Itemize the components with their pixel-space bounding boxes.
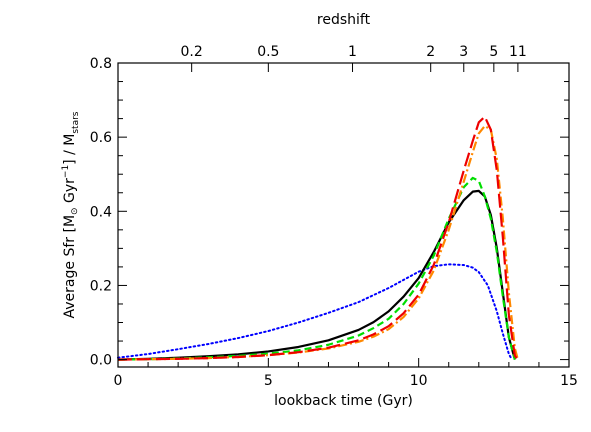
y-tick-label: 0.8 — [90, 56, 112, 72]
series-line-solid — [117, 189, 516, 361]
y-axis-label: Average Sfr [M⊙ Gyr−1] / Mstars — [61, 111, 81, 318]
x-axis-label: lookback time (Gyr) — [274, 393, 413, 409]
series-line-dotted — [117, 263, 513, 361]
series-layer — [117, 115, 519, 361]
ticks-layer — [117, 62, 570, 367]
y-tick-label: 0.4 — [90, 204, 112, 220]
plot-frame — [117, 62, 570, 368]
x-tick-label: 0 — [114, 373, 123, 389]
y-tick-label: 0.6 — [90, 130, 112, 146]
top-axis-label: redshift — [317, 12, 371, 28]
top-tick-label: 1 — [348, 44, 357, 60]
top-tick-label: 0.2 — [181, 44, 203, 60]
top-tick-label: 3 — [459, 44, 468, 60]
y-tick-label: 0.2 — [90, 278, 112, 294]
top-tick-label: 11 — [509, 44, 527, 60]
top-tick-label: 2 — [426, 44, 435, 60]
x-tick-label: 15 — [560, 373, 578, 389]
y-label-exponent: −1 — [61, 165, 71, 178]
top-tick-label: 0.5 — [257, 44, 279, 60]
y-tick-label: 0.0 — [90, 353, 112, 369]
x-tick-label: 10 — [410, 373, 428, 389]
series-line-dashed — [117, 176, 516, 361]
y-label-units: Gyr — [62, 178, 78, 208]
series-line-dash-dot — [117, 124, 519, 361]
sun-symbol: ⊙ — [70, 207, 80, 215]
top-tick-label: 5 — [489, 44, 498, 60]
y-label-close: ] / M — [62, 134, 78, 165]
series-line-long-dashed — [117, 115, 519, 361]
y-label-subscript: stars — [71, 111, 81, 133]
y-label-main: Average Sfr [M — [62, 215, 78, 319]
labels-layer: 0 5 10 15 0.0 0.2 0.4 0.6 0.8 0.2 0.5 1 2 3 5 11 — [90, 44, 578, 389]
x-tick-label: 5 — [264, 373, 273, 389]
